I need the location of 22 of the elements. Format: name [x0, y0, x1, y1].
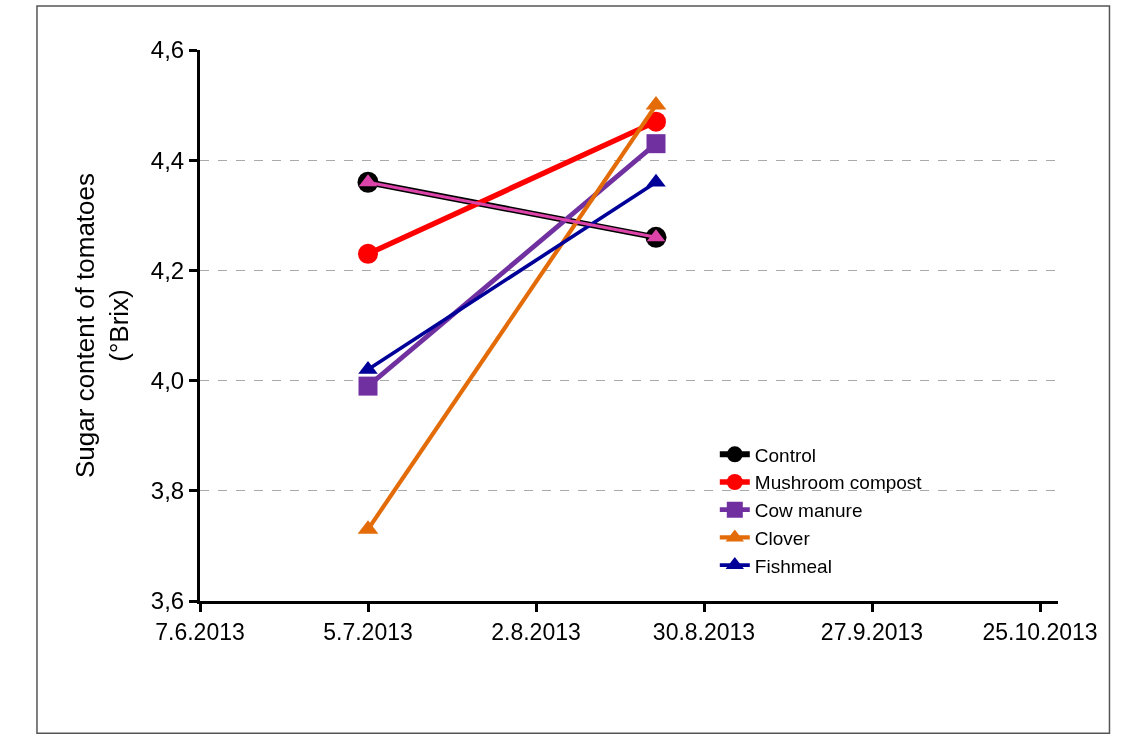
point — [358, 376, 378, 396]
point — [358, 243, 378, 264]
legend-label: Fishmeal — [754, 555, 832, 577]
y-tick-label: 3,8 — [150, 477, 185, 505]
legend-label: Cow manure — [754, 500, 863, 522]
x-tick-label: 25.10.2013 — [982, 618, 1098, 645]
x-tick-label: 27.9.2013 — [820, 618, 924, 645]
legend-label: Mushroom compost — [754, 472, 923, 494]
legend-label: Clover — [754, 527, 811, 549]
x-tick-label: 30.8.2013 — [652, 618, 756, 645]
legend-label: Control — [754, 444, 817, 466]
y-tick-label: 3,6 — [150, 587, 185, 615]
point — [646, 111, 666, 132]
x-tick-label: 7.6.2013 — [155, 618, 245, 645]
x-tick-label: 2.8.2013 — [491, 618, 581, 645]
point — [646, 134, 666, 154]
y-axis-title: Sugar content of tomatoes (°Brix) — [70, 173, 135, 478]
y-tick-label: 4,2 — [150, 256, 185, 284]
y-tick-label: 4,6 — [150, 36, 185, 64]
y-tick-label: 4,4 — [150, 146, 185, 174]
x-tick-label: 5.7.2013 — [323, 618, 413, 645]
y-tick-label: 4,0 — [150, 367, 185, 394]
